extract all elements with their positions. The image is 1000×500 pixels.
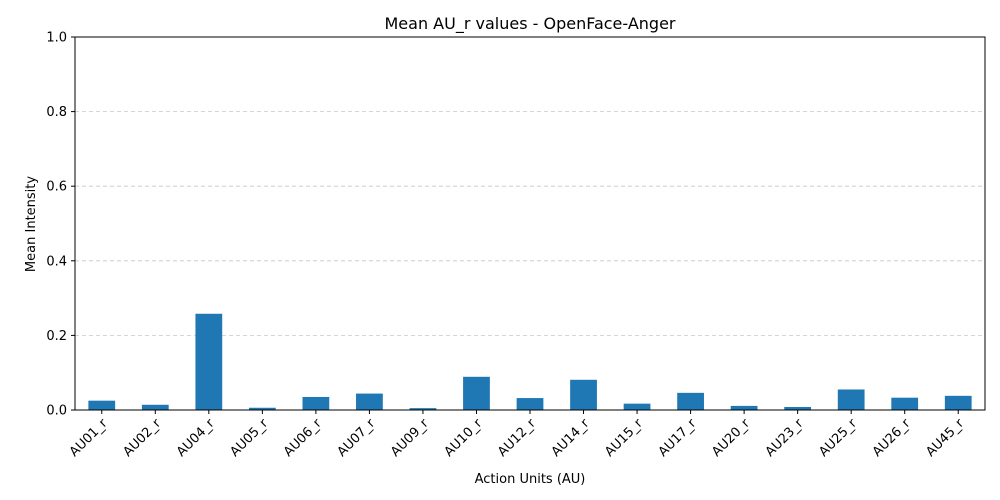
bar-au26-r — [891, 397, 919, 410]
bar-au02-r — [141, 404, 169, 410]
bar-au25-r — [837, 389, 865, 410]
y-axis-ticks: 0.0 0.2 0.4 0.6 0.8 1.0 — [46, 31, 75, 419]
y-tick-label: 1.0 — [46, 31, 67, 46]
bar-au10-r — [463, 376, 490, 410]
bar-au01-r — [88, 400, 116, 410]
bar-au12-r — [516, 398, 544, 410]
bar-au04-r — [195, 313, 223, 410]
bar-au45-r — [944, 395, 972, 410]
y-tick-label: 0.0 — [46, 404, 67, 419]
bar-au17-r — [677, 392, 704, 410]
bars — [88, 313, 972, 410]
y-tick-label: 0.6 — [46, 180, 67, 195]
y-tick-label: 0.2 — [46, 329, 67, 344]
bar-au15-r — [623, 403, 651, 410]
bar-au07-r — [356, 393, 383, 410]
bar-au14-r — [570, 379, 597, 410]
y-axis-label: Mean Intensity — [24, 176, 39, 272]
y-tick-label: 0.4 — [46, 254, 67, 269]
x-axis-label: Action Units (AU) — [475, 472, 586, 487]
grid-lines — [75, 111, 985, 336]
bar-au06-r — [302, 396, 330, 410]
bar-au05-r — [248, 407, 276, 410]
bar-au20-r — [730, 405, 758, 410]
chart-title: Mean AU_r values - OpenFace-Anger — [385, 14, 676, 34]
bar-au09-r — [409, 408, 437, 410]
bar-au23-r — [784, 407, 812, 410]
y-tick-label: 0.8 — [46, 105, 67, 120]
